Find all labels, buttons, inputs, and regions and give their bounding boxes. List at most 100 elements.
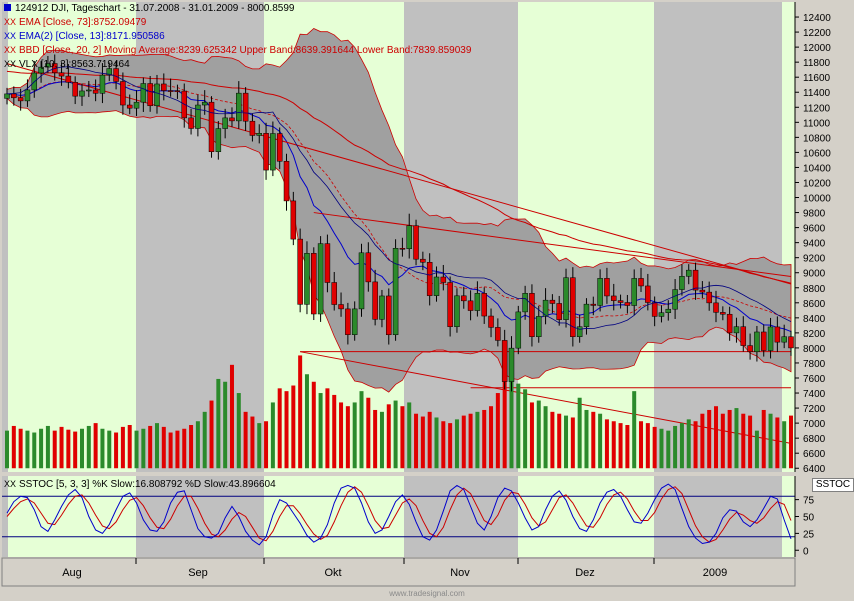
symbol-marker-icon xyxy=(4,4,11,11)
candle-body xyxy=(58,72,65,77)
volume-bar xyxy=(652,426,657,469)
y-tick-label: 6800 xyxy=(803,434,826,445)
volume-bar xyxy=(550,411,555,469)
volume-bar xyxy=(284,391,289,469)
volume-bar xyxy=(291,385,296,469)
candle-body xyxy=(433,276,440,296)
candle-body xyxy=(583,303,590,327)
volume-bar xyxy=(468,413,473,469)
candle-body xyxy=(358,252,365,310)
candle-body xyxy=(570,277,576,337)
remove-stoch-icon[interactable]: XX xyxy=(4,479,17,489)
candle-body xyxy=(106,68,113,76)
volume-bar xyxy=(25,430,30,469)
volume-bar xyxy=(659,428,664,469)
x-axis-bg xyxy=(1,557,796,587)
candle-body xyxy=(733,326,740,334)
volume-bar xyxy=(400,406,405,469)
y-tick-label: 11800 xyxy=(803,58,831,69)
volume-bar xyxy=(700,413,705,469)
candle-body xyxy=(161,83,167,91)
volume-bar xyxy=(707,409,712,469)
remove-ema-icon[interactable]: XX xyxy=(4,17,17,27)
candle-body xyxy=(413,225,419,260)
volume-bar xyxy=(202,411,207,469)
candle-body xyxy=(508,347,515,382)
volume-bar xyxy=(134,430,139,469)
bollinger-average-line xyxy=(6,81,792,319)
candle-body xyxy=(781,336,787,343)
candle-body xyxy=(576,326,583,337)
candle-body xyxy=(147,83,153,107)
trend-line xyxy=(6,63,792,285)
remove-vlx-icon[interactable]: XX xyxy=(4,59,17,69)
month-label: Sep xyxy=(188,567,208,579)
volume-bar xyxy=(775,417,780,469)
candle-body xyxy=(256,133,262,136)
y-tick-label: 10200 xyxy=(803,178,831,189)
y-tick-label: 6400 xyxy=(803,464,826,475)
volume-bar xyxy=(73,431,78,469)
legend-ema2[interactable]: XX EMA(2) [Close, 13]:8171.950586 xyxy=(4,30,165,43)
stoch-tick-label: 50 xyxy=(803,513,815,524)
trend-line xyxy=(313,212,792,277)
candle-body xyxy=(720,312,726,315)
candle-body xyxy=(4,93,10,99)
volume-bar xyxy=(502,378,507,469)
legend-vlx[interactable]: XX VLX [10, 3]:8563.719464 xyxy=(4,58,130,71)
volume-bar xyxy=(366,397,371,469)
y-tick-label: 9800 xyxy=(803,209,826,220)
candle-body xyxy=(229,117,235,122)
y-tick-label: 7200 xyxy=(803,404,826,415)
candle-body xyxy=(495,327,501,341)
candle-body xyxy=(311,253,317,315)
volume-bar xyxy=(666,430,671,469)
candle-body xyxy=(188,117,194,129)
volume-bar xyxy=(298,355,303,469)
volume-bar xyxy=(39,428,44,469)
candle-body xyxy=(86,89,92,92)
candle-body xyxy=(283,161,290,202)
legend-bbd-text: BBD [Close, 20, 2] Moving Average:8239.6… xyxy=(19,45,472,56)
candle-body xyxy=(658,312,665,317)
volume-bar xyxy=(673,425,678,469)
y-tick-label: 12200 xyxy=(803,28,831,39)
ema-13-line xyxy=(6,81,792,333)
remove-ema2-icon[interactable]: XX xyxy=(4,31,17,41)
volume-bar xyxy=(52,430,57,469)
legend-ema[interactable]: XX EMA [Close, 73]:8752.09479 xyxy=(4,16,146,29)
candle-body xyxy=(617,300,624,303)
volume-bar xyxy=(59,426,64,469)
candle-body xyxy=(372,281,378,320)
candle-body xyxy=(249,120,256,136)
volume-bar xyxy=(339,402,344,469)
candle-body xyxy=(242,92,249,122)
volume-bar xyxy=(182,428,187,469)
candle-body xyxy=(338,304,344,310)
volume-bar xyxy=(93,423,98,469)
candle-body xyxy=(699,289,706,293)
candle-body xyxy=(201,101,208,106)
candle-body xyxy=(167,90,174,92)
candle-body xyxy=(99,74,106,94)
legend-bbd[interactable]: XX BBD [Close, 20, 2] Moving Average:8239… xyxy=(4,44,471,57)
volume-bar xyxy=(236,393,241,469)
remove-bbd-icon[interactable]: XX xyxy=(4,45,17,55)
y-tick-label: 11600 xyxy=(803,73,831,84)
candle-body xyxy=(65,75,72,83)
y-tick-label: 6600 xyxy=(803,449,826,460)
y-tick-label: 9200 xyxy=(803,254,826,265)
legend-stoch[interactable]: XX SSTOC [5, 3, 3] %K Slow:16.808792 %D S… xyxy=(4,478,276,491)
volume-bar xyxy=(127,425,132,469)
candle-body xyxy=(38,66,44,74)
candle-body xyxy=(290,200,297,240)
y-tick-label: 7400 xyxy=(803,389,826,400)
candle-body xyxy=(454,295,460,327)
candle-body xyxy=(501,340,508,382)
candle-body xyxy=(672,289,678,310)
volume-bar xyxy=(529,402,534,469)
candle-body xyxy=(263,133,269,171)
volume-bar xyxy=(645,423,650,469)
volume-bar xyxy=(120,426,125,469)
